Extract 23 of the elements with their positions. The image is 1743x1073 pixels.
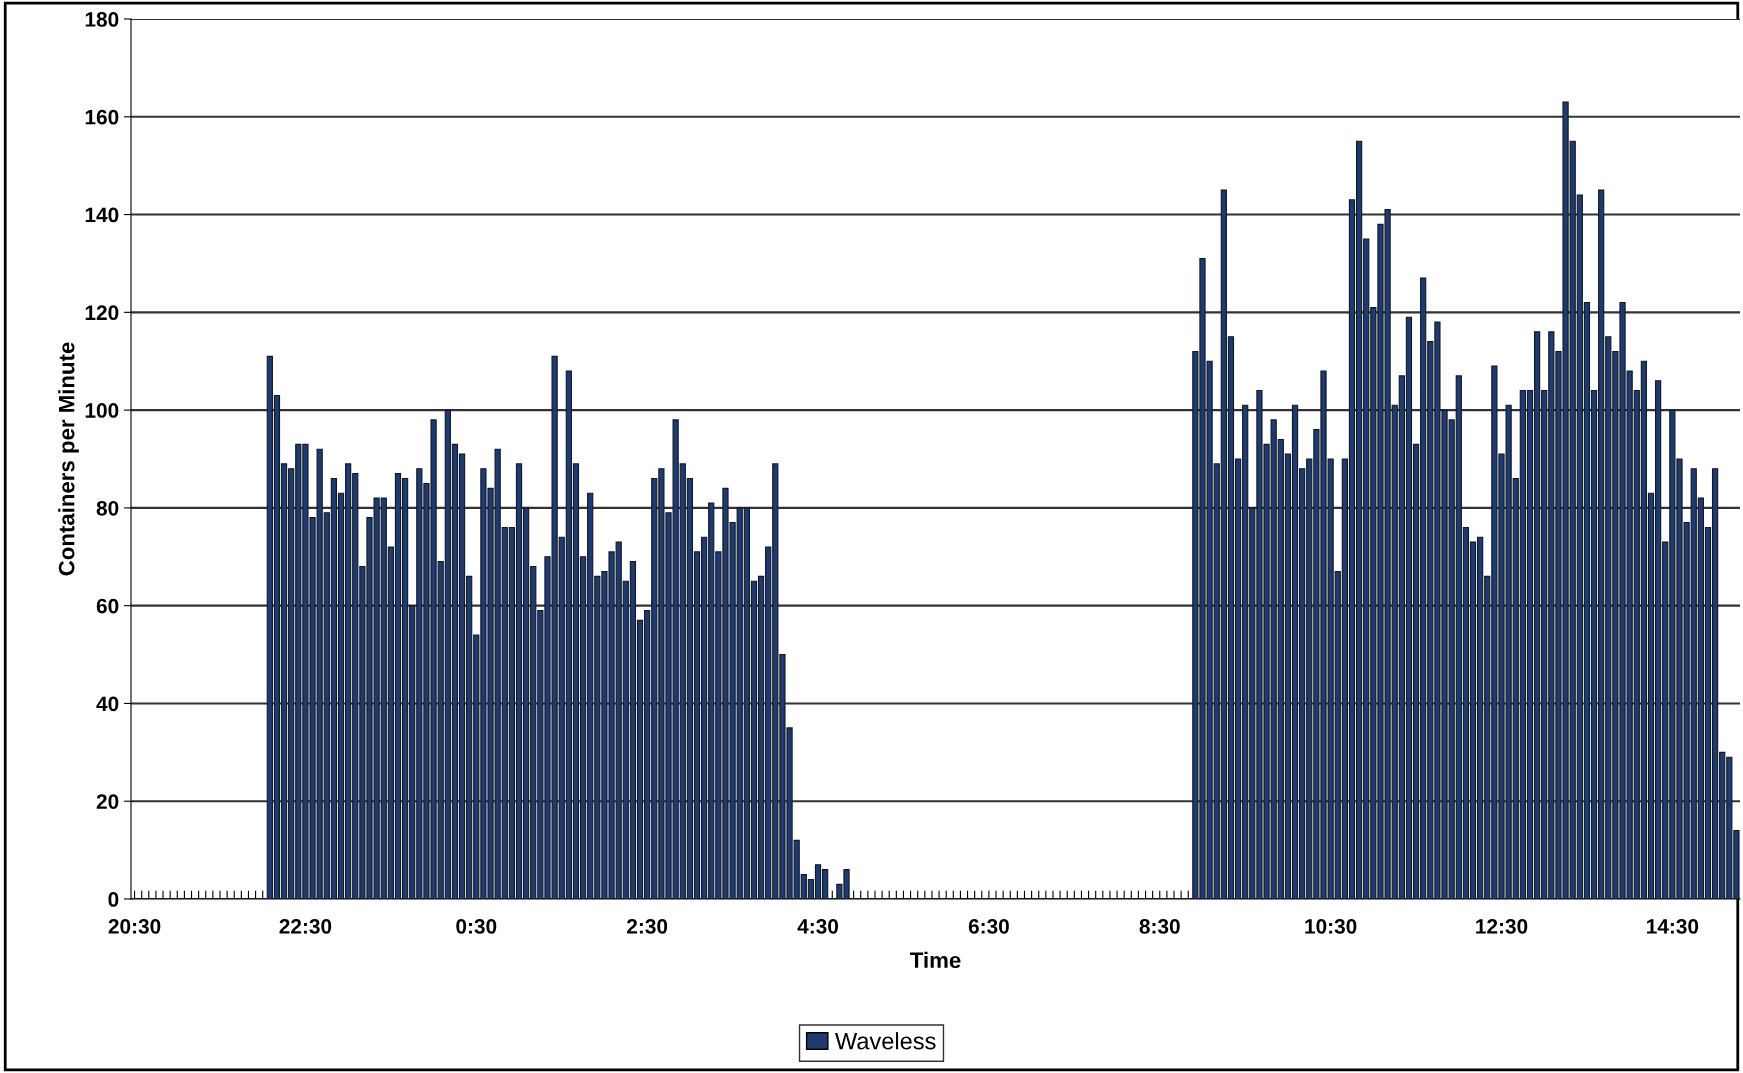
- y-tick-label: 160: [85, 109, 119, 125]
- y-tick-label: 0: [108, 892, 119, 907]
- y-axis-title: Containers per Minute: [58, 342, 79, 576]
- x-tick-label: 10:30: [1305, 918, 1357, 934]
- y-tick-label: 40: [96, 696, 119, 712]
- y-tick-label: 100: [85, 403, 119, 418]
- legend-label: Waveless: [835, 1032, 936, 1050]
- x-tick-label: 12:30: [1476, 918, 1528, 934]
- y-tick-label: 140: [85, 207, 119, 223]
- x-tick-label: 8:30: [1139, 918, 1180, 934]
- x-tick-label: 0:30: [456, 918, 497, 934]
- x-tick-label: 20:30: [108, 918, 161, 934]
- y-tick-label: 20: [96, 794, 119, 809]
- x-tick-label: 6:30: [968, 918, 1009, 934]
- x-tick-label: 4:30: [797, 918, 839, 934]
- y-tick-label: 80: [96, 500, 119, 516]
- y-tick-label: 60: [96, 598, 119, 614]
- x-axis-title: Time: [910, 951, 961, 969]
- y-tick-label: 120: [85, 305, 119, 321]
- y-tick-label: 180: [85, 12, 119, 27]
- x-tick-label: 2:30: [627, 918, 668, 934]
- x-tick-label: 14:30: [1647, 918, 1699, 934]
- x-tick-label: 22:30: [279, 918, 332, 934]
